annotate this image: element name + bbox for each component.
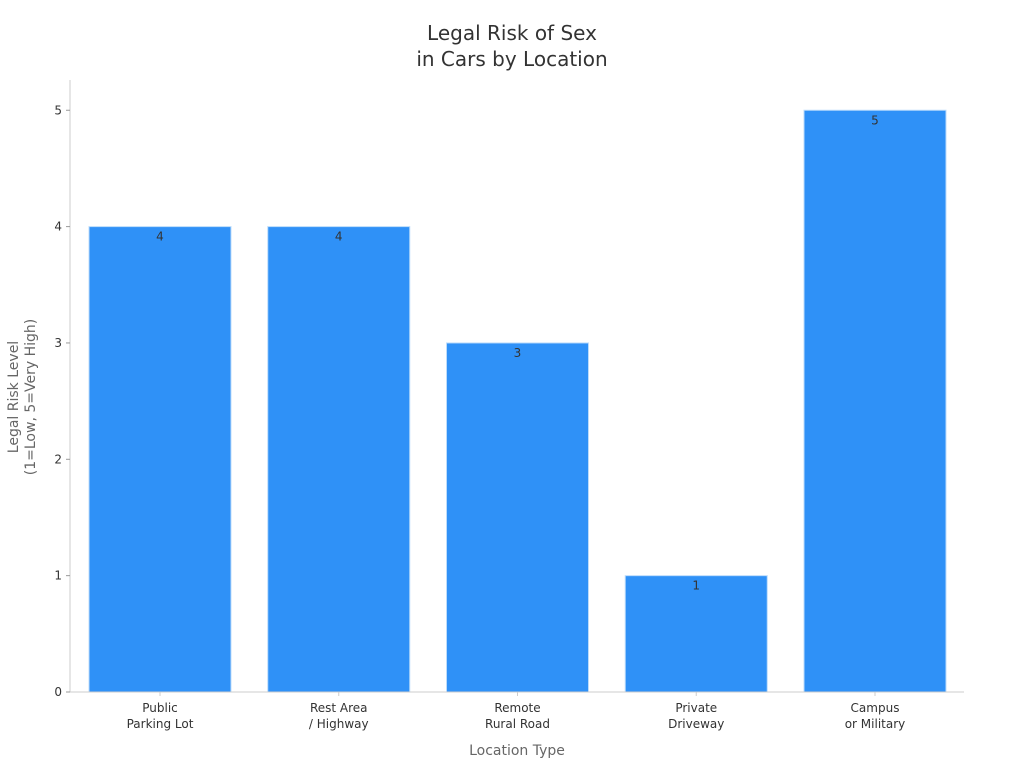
data-label-4: 5 [871, 113, 879, 127]
y-tick-label-1: 1 [54, 569, 62, 583]
x-tick-label-2-0: Remote [494, 701, 540, 715]
bar-4 [803, 109, 947, 693]
y-tick-label-4: 4 [54, 220, 62, 234]
x-ticks-group: Public Parking Lot Rest Area / Highway Remot… [127, 692, 906, 731]
y-tick-label-3: 3 [54, 336, 62, 350]
x-tick-label-4-1: or Military [845, 717, 906, 731]
chart-title-line-2: in Cars by Location [416, 47, 607, 71]
data-label-3: 1 [692, 579, 700, 593]
y-axis-label-line-1: Legal Risk Level [6, 341, 22, 453]
x-tick-label-0-0: Public [142, 701, 178, 715]
bar-0 [88, 226, 232, 693]
data-label-1: 4 [335, 230, 343, 244]
y-axis-label: Legal Risk Level (1=Low, 5=Very High) [6, 319, 39, 475]
bar-3 [624, 575, 768, 693]
bar-1 [267, 226, 411, 693]
x-tick-label-3-0: Private [675, 701, 717, 715]
y-tick-label-5: 5 [54, 103, 62, 117]
bar-2 [446, 342, 589, 693]
x-tick-label-1-1: / Highway [309, 717, 369, 731]
bars-group [88, 109, 947, 693]
y-ticks-group: 0 1 2 3 4 5 [54, 103, 70, 699]
y-tick-label-0: 0 [54, 685, 62, 699]
x-tick-label-4-0: Campus [851, 701, 900, 715]
x-tick-label-3-1: Driveway [668, 717, 724, 731]
x-tick-label-2-1: Rural Road [485, 717, 550, 731]
data-label-2: 3 [514, 346, 522, 360]
x-tick-label-1-0: Rest Area [310, 701, 368, 715]
y-axis-label-line-2: (1=Low, 5=Very High) [23, 319, 39, 475]
x-axis-label: Location Type [469, 743, 565, 759]
y-tick-label-2: 2 [54, 452, 62, 466]
x-tick-label-0-1: Parking Lot [127, 717, 194, 731]
data-labels-group: 4 4 3 1 5 [156, 113, 879, 592]
data-label-0: 4 [156, 230, 164, 244]
chart-title-line-1: Legal Risk of Sex [427, 21, 597, 45]
